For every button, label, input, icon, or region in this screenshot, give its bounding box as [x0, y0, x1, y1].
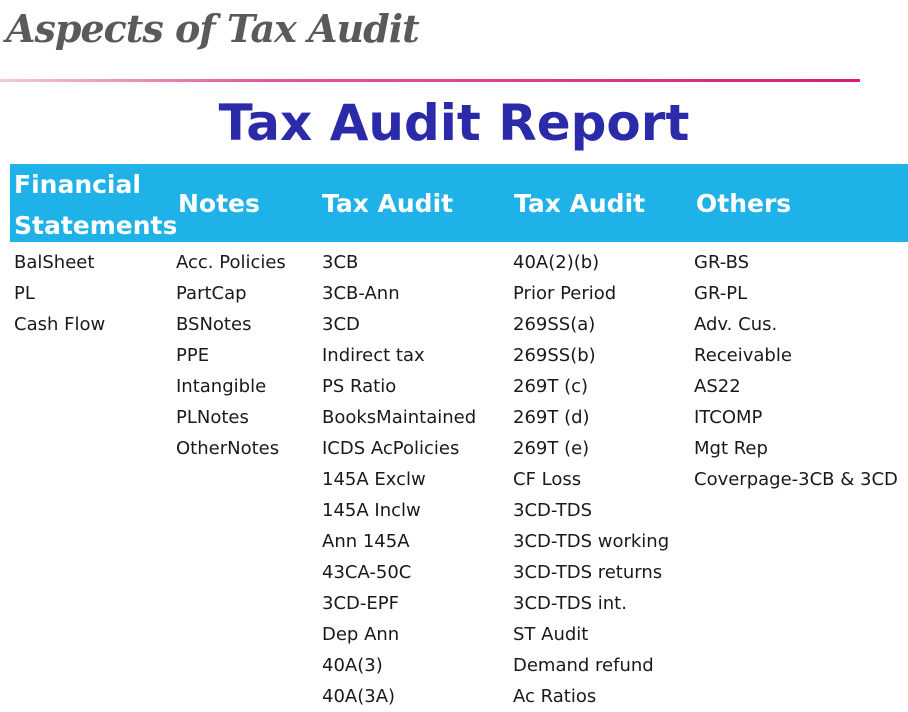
list-item: Coverpage-3CB & 3CD	[694, 469, 898, 490]
list-item: 3CB-Ann	[322, 283, 400, 304]
report-title: Tax Audit Report	[218, 94, 690, 152]
list-item: Demand refund	[513, 655, 654, 676]
list-item: 269T (d)	[513, 407, 590, 428]
column-financial-statements: BalSheet PL Cash Flow	[14, 247, 105, 340]
title-divider	[0, 79, 860, 82]
header-tax-audit-2: Tax Audit	[514, 189, 646, 218]
list-item: Ann 145A	[322, 531, 410, 552]
list-item: 145A Inclw	[322, 500, 421, 521]
header-others: Others	[696, 189, 792, 218]
list-item: AS22	[694, 376, 741, 397]
list-item: 269SS(a)	[513, 314, 596, 335]
header-tax-audit-1: Tax Audit	[322, 189, 454, 218]
list-item: 269T (e)	[513, 438, 590, 459]
list-item: 3CD-TDS	[513, 500, 593, 521]
list-item: 145A Exclw	[322, 469, 426, 490]
list-item: PS Ratio	[322, 376, 397, 397]
list-item: Ac Ratios	[513, 686, 597, 707]
list-item: Acc. Policies	[176, 252, 286, 273]
list-item: Receivable	[694, 345, 792, 366]
list-item: PPE	[176, 345, 210, 366]
column-notes: Acc. Policies PartCap BSNotes PPE Intangible…	[176, 247, 286, 464]
list-item: Prior Period	[513, 283, 617, 304]
list-item: GR-BS	[694, 252, 750, 273]
list-item: PartCap	[176, 283, 247, 304]
list-item: BalSheet	[14, 252, 95, 273]
list-item: 3CB	[322, 252, 359, 273]
list-item: Cash Flow	[14, 314, 106, 335]
list-item: Intangible	[176, 376, 267, 397]
list-item: 40A(3A)	[322, 686, 396, 707]
list-item: 3CD	[322, 314, 360, 335]
list-item: 269SS(b)	[513, 345, 596, 366]
column-tax-audit-2: 40A(2)(b) Prior Period 269SS(a) 269SS(b) 269…	[513, 247, 669, 712]
list-item: ITCOMP	[694, 407, 763, 428]
list-item: GR-PL	[694, 283, 748, 304]
list-item: ST Audit	[513, 624, 589, 645]
list-item: CF Loss	[513, 469, 582, 490]
list-item: Dep Ann	[322, 624, 400, 645]
list-item: PLNotes	[176, 407, 249, 428]
list-item: ICDS AcPolicies	[322, 438, 460, 459]
list-item: PL	[14, 283, 35, 304]
list-item: 40A(2)(b)	[513, 252, 600, 273]
column-tax-audit-1: 3CB 3CB-Ann 3CD Indirect tax PS Ratio BooksMa…	[322, 247, 476, 712]
list-item: Indirect tax	[322, 345, 425, 366]
list-item: 269T (c)	[513, 376, 589, 397]
header-financial-statements: Financial Statements	[14, 170, 178, 240]
list-item: 3CD-TDS int.	[513, 593, 627, 614]
list-item: Adv. Cus.	[694, 314, 778, 335]
list-item: 3CD-EPF	[322, 593, 399, 614]
list-item: 3CD-TDS returns	[513, 562, 663, 583]
list-item: 43CA-50C	[322, 562, 412, 583]
list-item: 3CD-TDS working	[513, 531, 670, 552]
table-header-band	[10, 164, 908, 242]
list-item: OtherNotes	[176, 438, 280, 459]
header-notes: Notes	[178, 189, 260, 218]
slide-title: Aspects of Tax Audit	[6, 6, 420, 51]
column-others: GR-BS GR-PL Adv. Cus. Receivable AS22 ITCOMP M…	[694, 247, 898, 495]
list-item: BooksMaintained	[322, 407, 477, 428]
list-item: 40A(3)	[322, 655, 383, 676]
list-item: Mgt Rep	[694, 438, 768, 459]
list-item: BSNotes	[176, 314, 252, 335]
